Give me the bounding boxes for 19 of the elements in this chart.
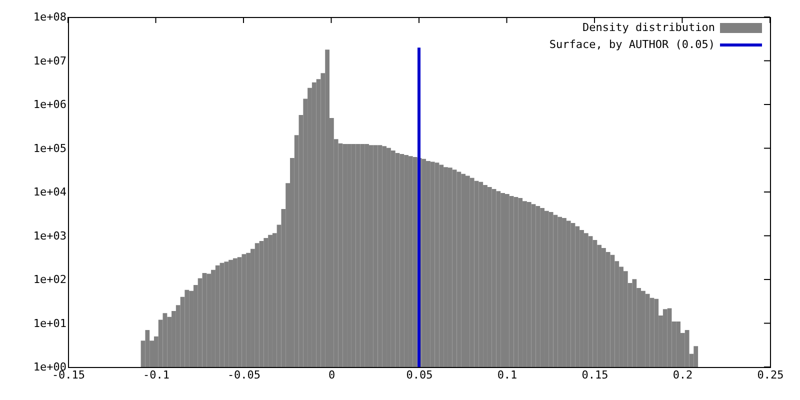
y-tick-label: 1e+01 <box>33 316 66 330</box>
y-tick-label: 1e+03 <box>33 229 66 242</box>
x-tick-label: 0.25 <box>757 368 784 382</box>
x-tick-label: 0.1 <box>497 368 518 382</box>
y-tick-label: 1e+06 <box>33 98 66 111</box>
y-tick-label: 1e+04 <box>33 186 67 198</box>
y-tick-label: 1e+08 <box>33 10 66 24</box>
x-tick-label: -0.15 <box>52 368 86 382</box>
y-tick-label: 1e+07 <box>33 54 66 68</box>
x-tick-label: -0.05 <box>227 368 261 382</box>
x-tick-label: 0.2 <box>672 368 693 382</box>
x-tick-label: -0.1 <box>143 368 170 382</box>
legend-label: Density distribution <box>582 21 715 34</box>
y-tick-label: 1e+05 <box>33 142 66 155</box>
x-tick-label: 0 <box>328 368 336 382</box>
x-tick-label: 0.15 <box>582 368 608 382</box>
y-tick-label: 1e+02 <box>33 273 66 286</box>
legend-label: Surface, by AUTHOR (0.05) <box>549 38 715 51</box>
x-tick-label: 0.05 <box>406 368 433 382</box>
